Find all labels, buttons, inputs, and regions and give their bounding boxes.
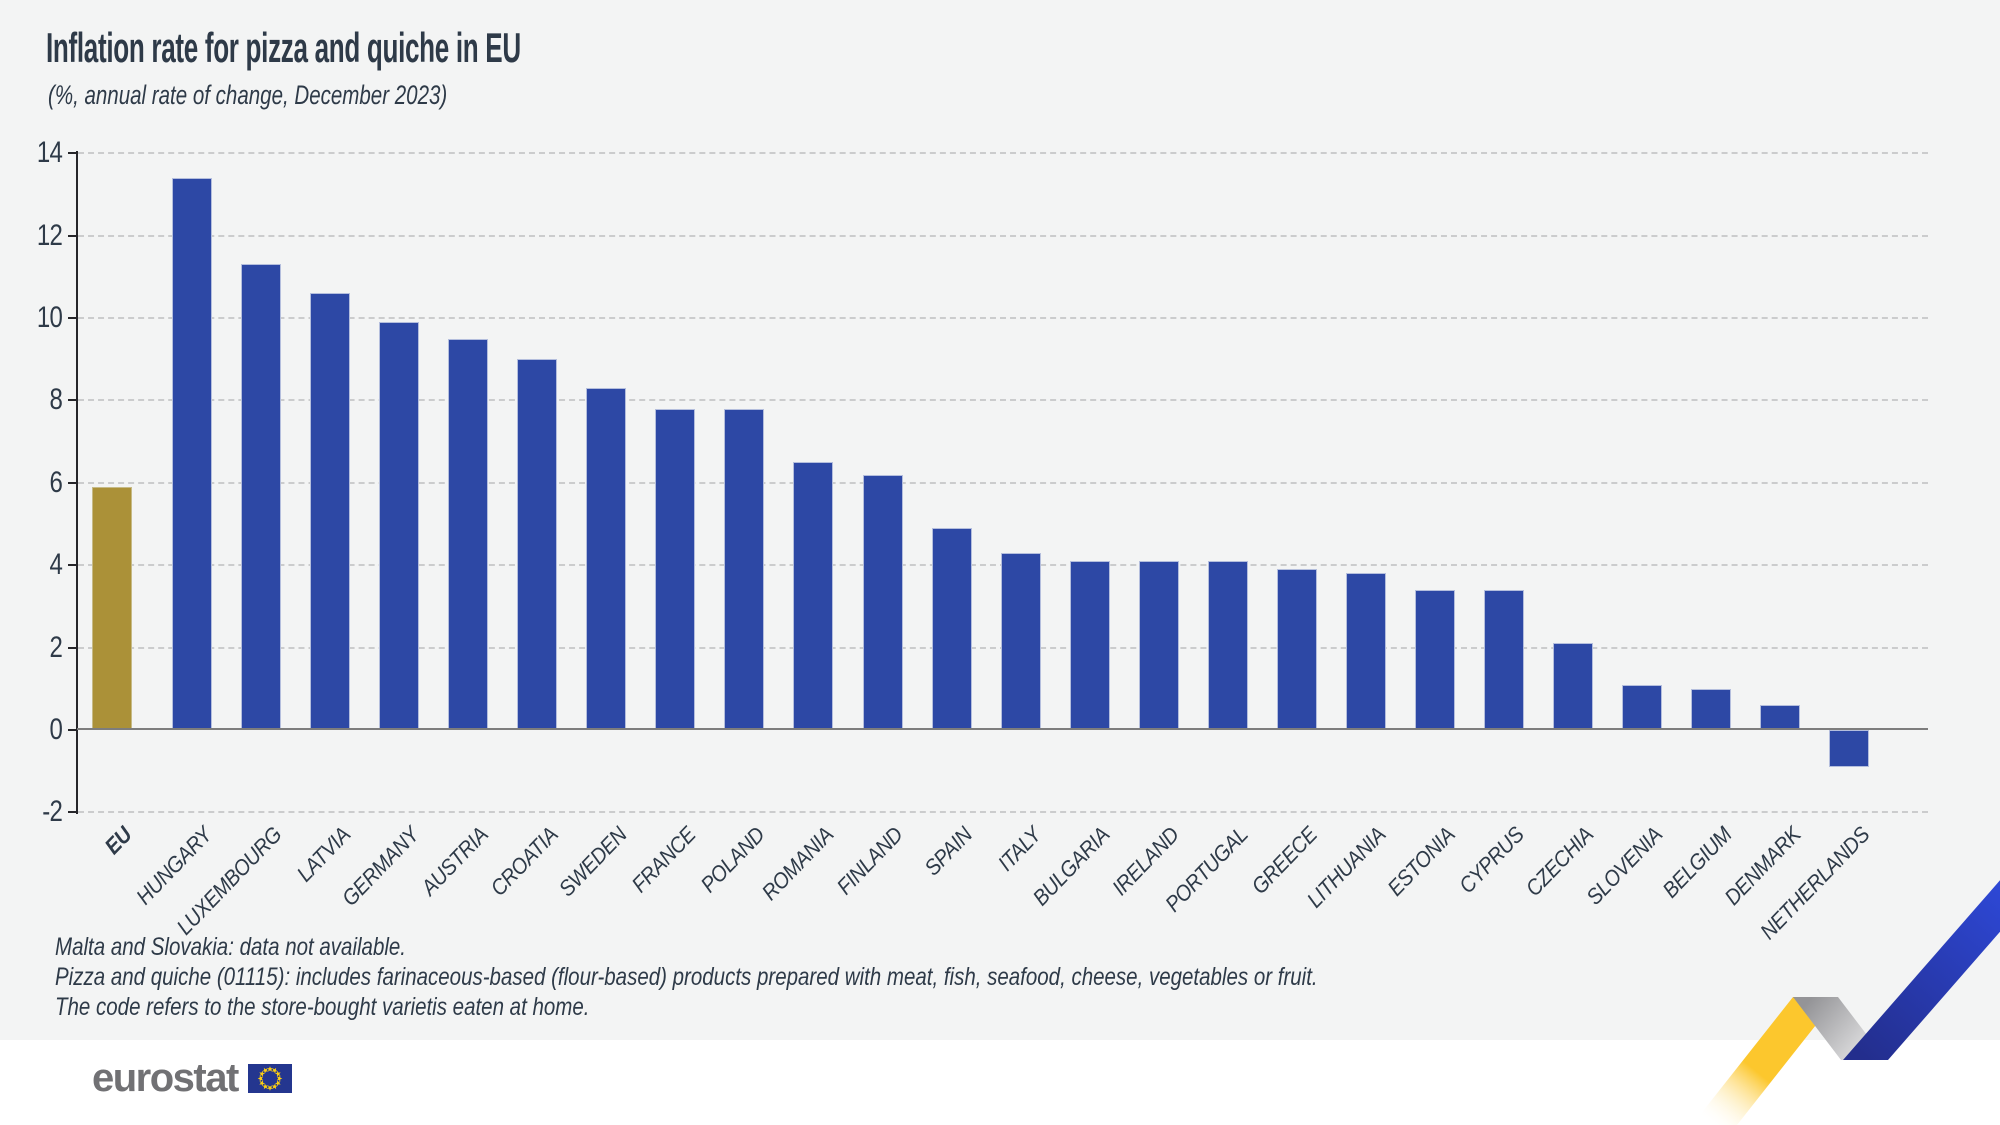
bar-france — [655, 408, 696, 730]
y-tick-label-14: 14 — [36, 136, 63, 170]
footer-strip — [0, 1040, 2000, 1125]
plot-area: 14 12 10 8 6 4 2 0 -2 EU HUNGARY LUXEMBOURG LATVIA GE… — [36, 136, 1928, 944]
y-axis-line — [76, 151, 78, 814]
y-tick-mark-4 — [68, 564, 77, 567]
y-tick-label--2: -2 — [42, 795, 63, 829]
bar-eu — [92, 486, 132, 730]
page-title: Inflation rate for pizza and quiche in E… — [46, 24, 521, 71]
x-label-spain: SPAIN — [918, 822, 977, 881]
x-label-romania: ROMANIA — [757, 822, 839, 906]
eurostat-logo: eurostat — [92, 1058, 292, 1098]
footnote-line-2: Pizza and quiche (01115): includes farin… — [55, 963, 1318, 991]
y-tick-mark-12 — [68, 234, 77, 237]
bar-cyprus — [1483, 589, 1524, 730]
y-tick-label-0: 0 — [49, 713, 62, 746]
bar-slovenia — [1622, 684, 1663, 730]
y-tick-mark-2 — [68, 646, 77, 649]
x-label-estonia: ESTONIA — [1382, 822, 1460, 901]
footnote-line-3: The code refers to the store-bought vari… — [55, 993, 590, 1021]
gridline-12 — [78, 234, 1928, 237]
y-tick-mark--2 — [68, 811, 77, 814]
bar-italy — [1000, 552, 1041, 730]
bar-portugal — [1207, 561, 1248, 730]
y-tick-label-2: 2 — [49, 630, 62, 664]
bar-spain — [931, 528, 972, 730]
bar-austria — [448, 338, 489, 730]
bar-greece — [1276, 569, 1317, 730]
x-label-croatia: CROATIA — [485, 822, 563, 901]
x-label-finland: FINLAND — [831, 822, 908, 900]
x-label-austria: AUSTRIA — [416, 822, 494, 901]
x-label-latvia: LATVIA — [291, 822, 356, 887]
bar-ireland — [1138, 561, 1179, 730]
bar-czechia — [1553, 643, 1593, 730]
bar-germany — [379, 322, 420, 730]
bar-romania — [793, 462, 834, 730]
gridline-8 — [78, 399, 1928, 402]
gridline-14 — [78, 152, 1928, 155]
y-tick-mark-8 — [68, 399, 77, 402]
bar-belgium — [1691, 688, 1732, 730]
bar-lithuania — [1345, 573, 1386, 730]
footnote-line-1: Malta and Slovakia: data not available. — [55, 933, 407, 961]
eu-flag-icon — [247, 1063, 292, 1093]
bar-croatia — [517, 359, 558, 730]
bar-hungary — [172, 177, 212, 730]
page-subtitle: (%, annual rate of change, December 2023… — [48, 80, 448, 110]
bar-netherlands — [1829, 730, 1870, 768]
eurostat-logo-text: eurostat — [92, 1056, 239, 1100]
zero-axis-line — [77, 728, 1928, 730]
y-tick-label-8: 8 — [49, 383, 62, 417]
footnotes: Malta and Slovakia: data not available. … — [55, 932, 1318, 1022]
x-label-cyprus: CYPRUS — [1454, 822, 1529, 899]
bar-luxembourg — [241, 264, 282, 730]
y-tick-label-4: 4 — [49, 548, 62, 582]
bar-denmark — [1760, 705, 1801, 730]
y-tick-mark-10 — [68, 317, 77, 319]
bar-estonia — [1414, 589, 1455, 730]
bar-sweden — [586, 388, 627, 730]
bar-poland — [724, 408, 765, 730]
y-tick-mark-6 — [68, 481, 77, 484]
y-tick-mark-0 — [68, 729, 77, 731]
x-label-italy: ITALY — [992, 822, 1046, 876]
x-label-sweden: SWEDEN — [553, 822, 632, 902]
y-tick-mark-14 — [68, 152, 77, 155]
y-tick-label-6: 6 — [49, 465, 62, 499]
x-label-eu: EU — [100, 822, 137, 859]
y-tick-label-12: 12 — [36, 218, 63, 252]
gridline--2 — [78, 811, 1928, 814]
bar-bulgaria — [1069, 561, 1110, 730]
gridline-10 — [78, 317, 1928, 319]
x-label-france: FRANCE — [626, 822, 701, 898]
y-tick-label-10: 10 — [36, 301, 63, 334]
bar-latvia — [310, 293, 351, 730]
gridline-6 — [78, 481, 1928, 484]
bar-finland — [862, 474, 903, 730]
